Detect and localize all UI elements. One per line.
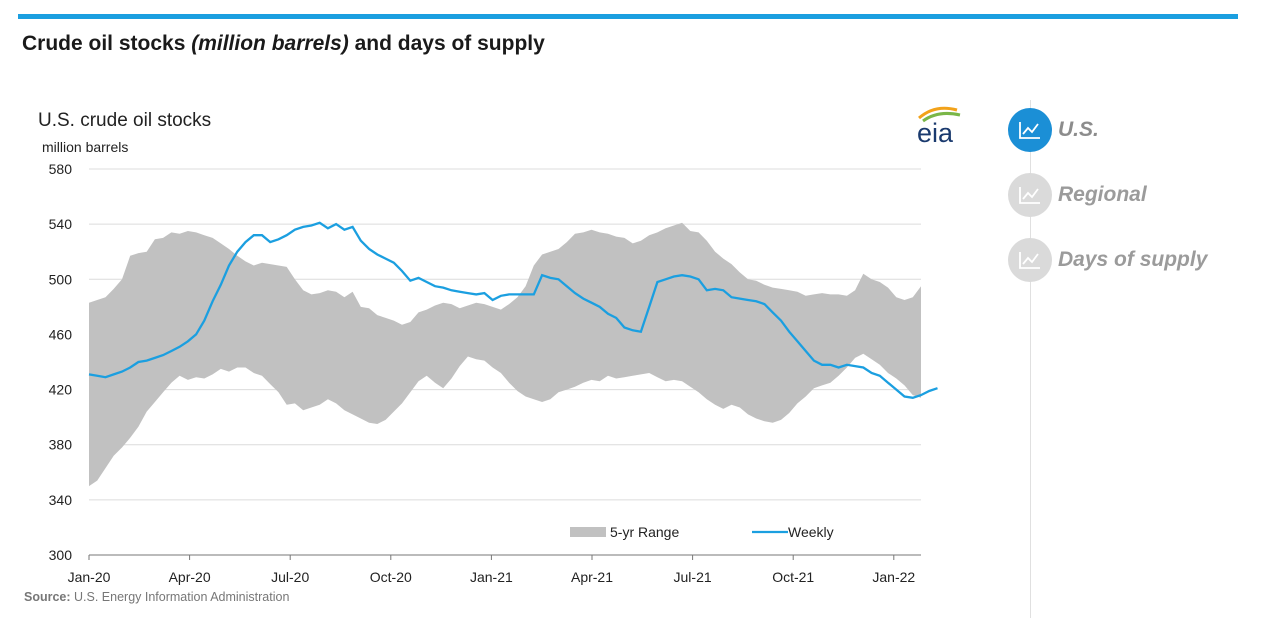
- sidebar-divider: [1030, 100, 1031, 618]
- legend: 5-yr Range Weekly: [570, 524, 834, 540]
- nav-item-regional[interactable]: Regional: [1008, 173, 1147, 217]
- y-tick-label: 300: [49, 547, 73, 563]
- legend-weekly-label: Weekly: [788, 524, 834, 540]
- x-tick-label: Oct-21: [772, 569, 814, 585]
- legend-range-label: 5-yr Range: [610, 524, 679, 540]
- line-chart-icon: [1008, 173, 1052, 217]
- nav-item-us[interactable]: U.S.: [1008, 108, 1099, 152]
- chart-title: U.S. crude oil stocks: [38, 110, 211, 131]
- source-note: Source: U.S. Energy Information Administ…: [24, 590, 289, 604]
- x-tick-label: Apr-21: [571, 569, 613, 585]
- nav-item-us-label: U.S.: [1058, 118, 1099, 141]
- y-tick-label: 420: [49, 382, 73, 398]
- x-tick-label: Jul-21: [674, 569, 712, 585]
- x-tick-label: Oct-20: [370, 569, 412, 585]
- eia-logo-text: eia: [917, 118, 954, 148]
- nav-item-regional-label: Regional: [1058, 183, 1147, 206]
- source-label: Source:: [24, 590, 71, 604]
- top-accent-bar: [18, 14, 1238, 19]
- crude-oil-chart: U.S. crude oil stocks million barrels ei…: [24, 106, 961, 604]
- page-title: Crude oil stocks (million barrels) and d…: [22, 32, 545, 55]
- y-tick-label: 540: [49, 216, 73, 232]
- y-tick-label: 340: [49, 492, 73, 508]
- eia-logo: eia: [917, 106, 961, 148]
- x-tick-labels: Jan-20 Apr-20 Jul-20 Oct-20 Jan-21 Apr-21 Jul-…: [68, 555, 915, 585]
- nav-item-days-of-supply-label: Days of supply: [1058, 248, 1208, 271]
- nav-item-days-of-supply[interactable]: Days of supply: [1008, 238, 1207, 282]
- legend-range-swatch: [570, 527, 606, 537]
- y-tick-label: 380: [49, 437, 73, 453]
- x-tick-label: Jul-20: [271, 569, 309, 585]
- y-tick-label: 580: [49, 161, 73, 177]
- line-chart-icon: [1008, 238, 1052, 282]
- x-tick-label: Jan-21: [470, 569, 513, 585]
- y-tick-labels: 300 340 380 420 460 500 540 580: [49, 161, 73, 563]
- weekly-series-line: [88, 221, 938, 399]
- five-year-range-area: [89, 222, 921, 487]
- x-tick-label: Jan-22: [872, 569, 915, 585]
- x-tick-label: Apr-20: [169, 569, 211, 585]
- x-tick-label: Jan-20: [68, 569, 111, 585]
- y-tick-label: 460: [49, 326, 73, 342]
- y-tick-label: 500: [49, 271, 73, 287]
- y-axis-label: million barrels: [42, 139, 128, 155]
- line-chart-icon: [1008, 108, 1052, 152]
- source-text: U.S. Energy Information Administration: [71, 590, 290, 604]
